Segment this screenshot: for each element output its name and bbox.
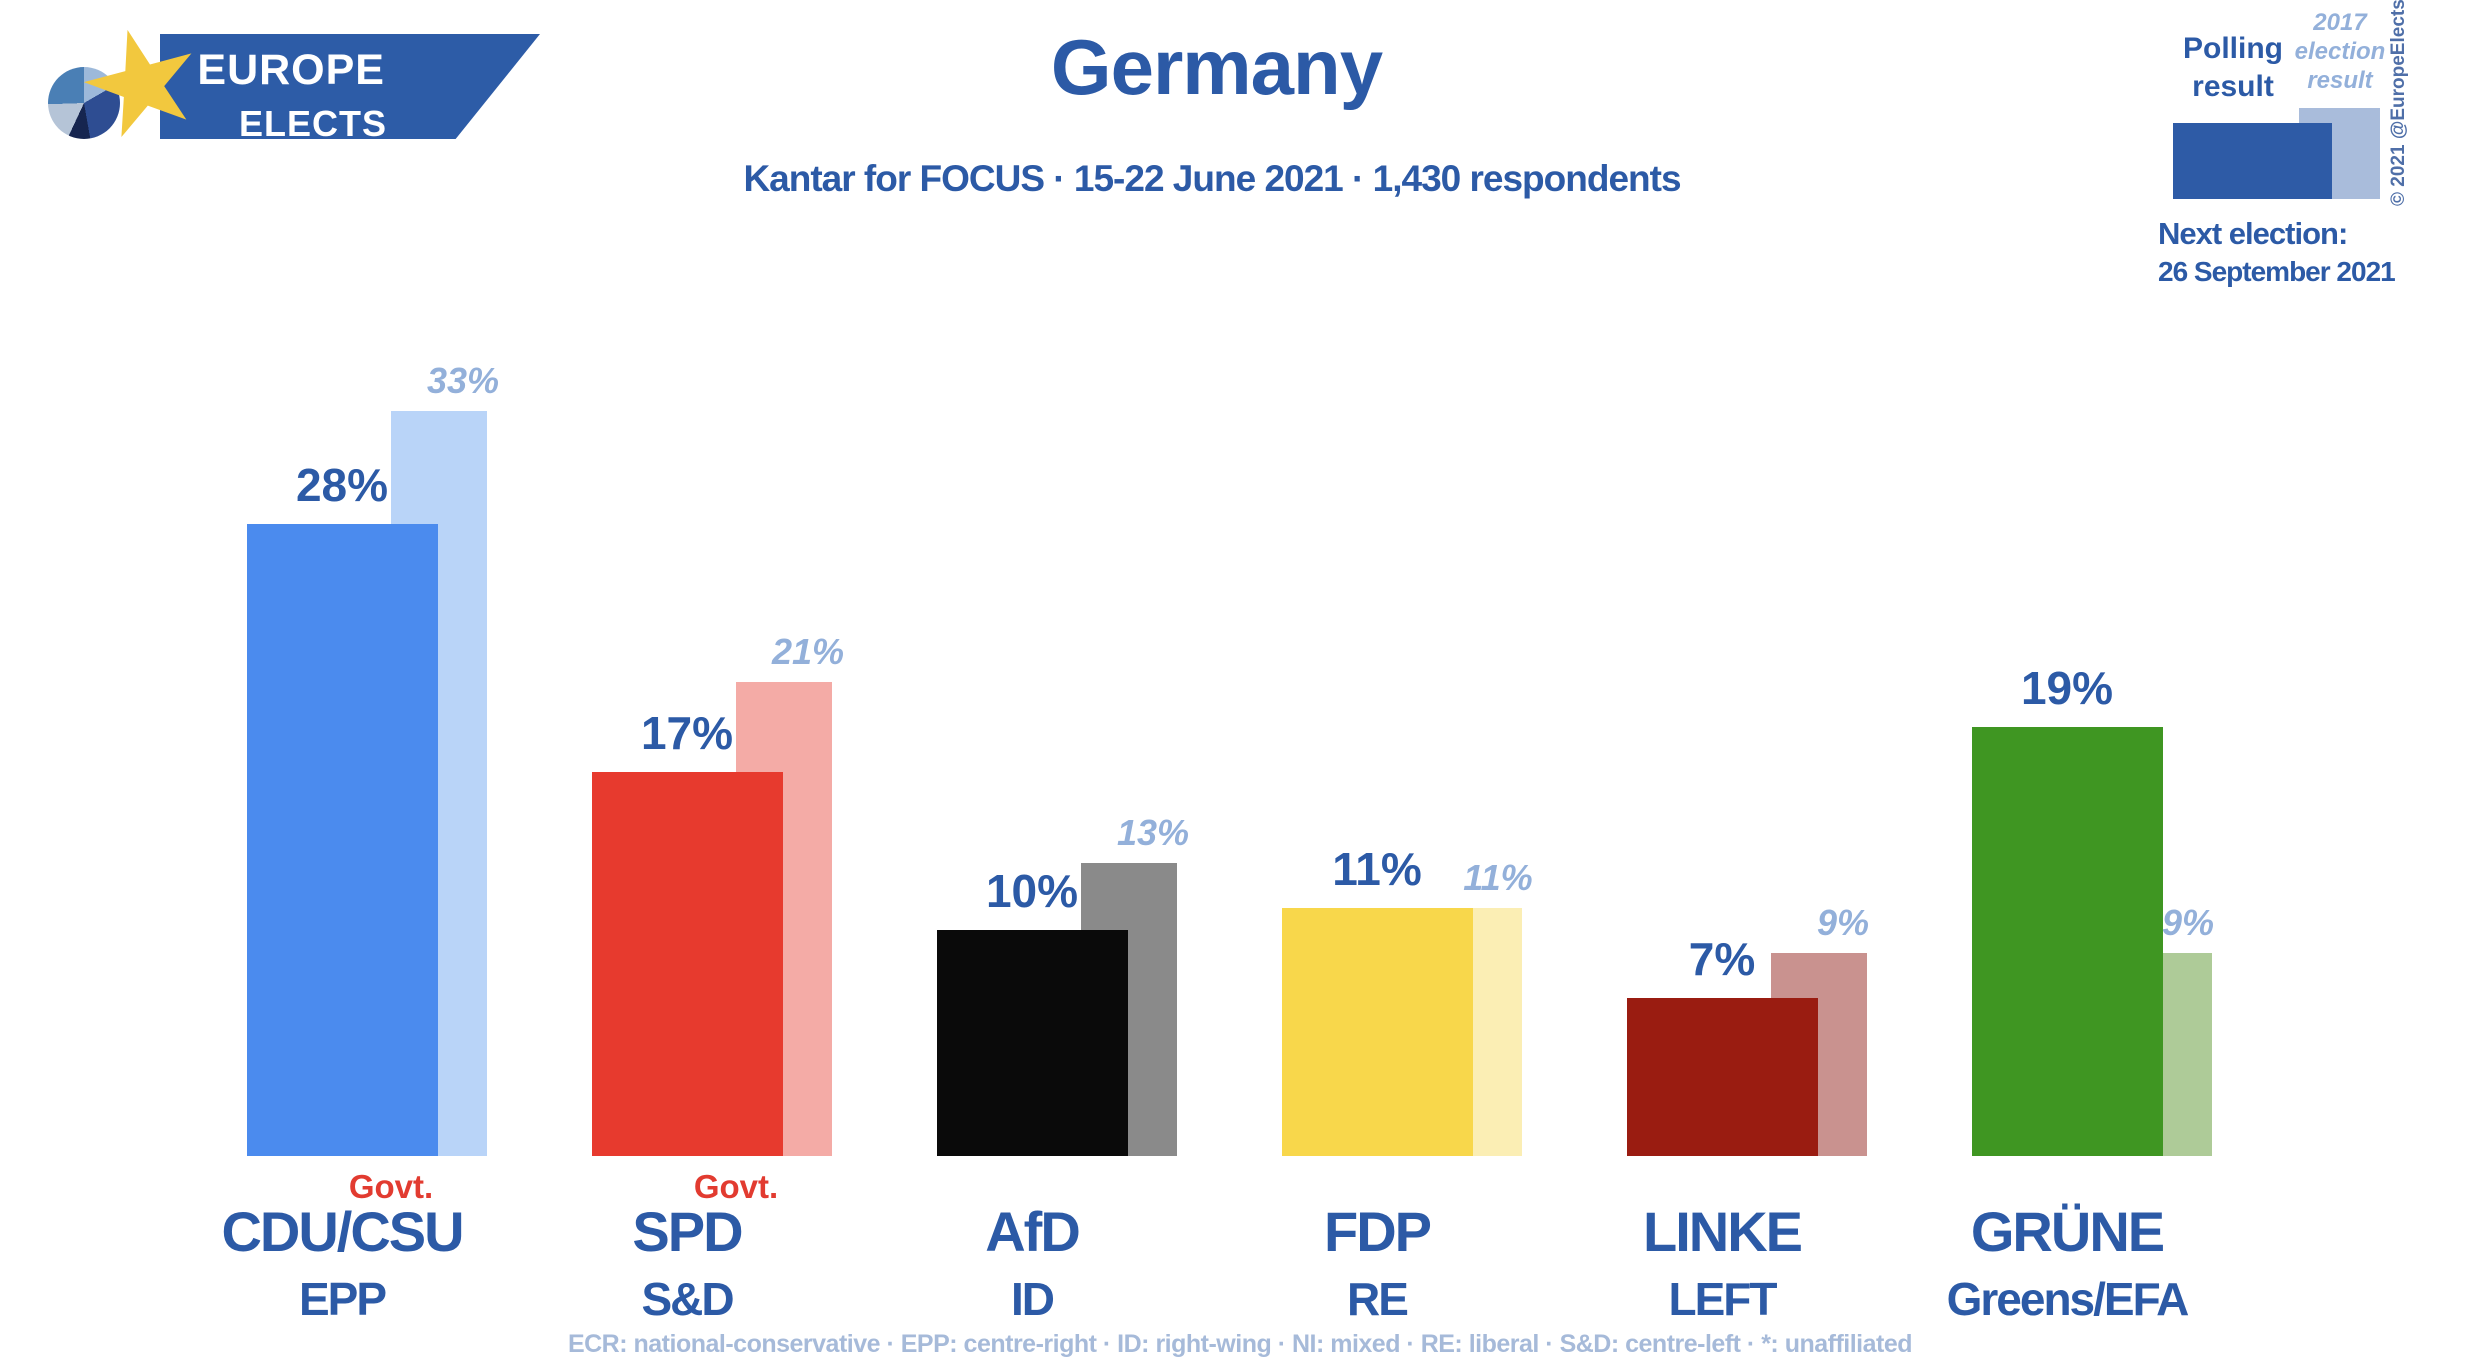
logo-text-elects: ELECTS xyxy=(238,103,387,144)
election-value-label: 33% xyxy=(426,360,500,401)
legend-polling-swatch xyxy=(2173,123,2332,199)
party-name-label: GRÜNE xyxy=(1970,1200,2165,1263)
polling-bar xyxy=(937,930,1128,1156)
polling-bar xyxy=(1282,908,1473,1156)
polling-value-label: 7% xyxy=(1688,933,1756,985)
polling-bar xyxy=(1972,727,2163,1156)
page-title: Germany xyxy=(1050,23,1383,111)
legend-election-label: 2017 election result xyxy=(2294,9,2386,94)
party-name-label: CDU/CSU xyxy=(221,1200,464,1263)
party-group-label: RE xyxy=(1347,1273,1409,1325)
party-group-label: Greens/EFA xyxy=(1946,1273,2190,1325)
polling-value-label: 17% xyxy=(640,707,734,759)
polling-value-label: 10% xyxy=(985,865,1079,917)
legend-polling-label: Polling result xyxy=(2183,32,2283,103)
group-abbreviations-footnote: ECR: national-conservative · EPP: centre… xyxy=(567,1330,1913,1358)
polling-bar xyxy=(592,772,783,1156)
copyright-text: © 2021 @EuropeElects xyxy=(2388,0,2409,206)
party-group-label: EPP xyxy=(298,1273,387,1325)
election-value-label: 9% xyxy=(2161,902,2215,943)
polling-bar xyxy=(247,524,438,1156)
polling-value-label: 28% xyxy=(295,459,389,511)
party-group-label: LEFT xyxy=(1668,1273,1778,1325)
election-value-label: 13% xyxy=(1116,812,1190,853)
govt-badge: Govt. xyxy=(348,1168,434,1205)
polling-value-label: 11% xyxy=(1332,843,1422,895)
party-name-label: FDP xyxy=(1324,1200,1432,1263)
logo-text-europe: EUROPE xyxy=(197,46,385,94)
party-name-label: SPD xyxy=(632,1200,743,1263)
election-value-label: 11% xyxy=(1463,857,1533,898)
party-group-label: ID xyxy=(1011,1273,1055,1325)
next-election-label: Next election: xyxy=(2158,216,2348,251)
election-value-label: 9% xyxy=(1816,902,1870,943)
polling-bar xyxy=(1627,998,1818,1156)
party-name-label: LINKE xyxy=(1643,1200,1803,1263)
polling-value-label: 19% xyxy=(2020,662,2114,714)
next-election-date: 26 September 2021 xyxy=(2158,256,2396,287)
party-name-label: AfD xyxy=(985,1200,1081,1263)
poll-subtitle: Kantar for FOCUS · 15-22 June 2021 · 1,4… xyxy=(743,158,1681,199)
election-value-label: 21% xyxy=(771,631,845,672)
party-group-label: S&D xyxy=(641,1273,734,1325)
govt-badge: Govt. xyxy=(693,1168,779,1205)
